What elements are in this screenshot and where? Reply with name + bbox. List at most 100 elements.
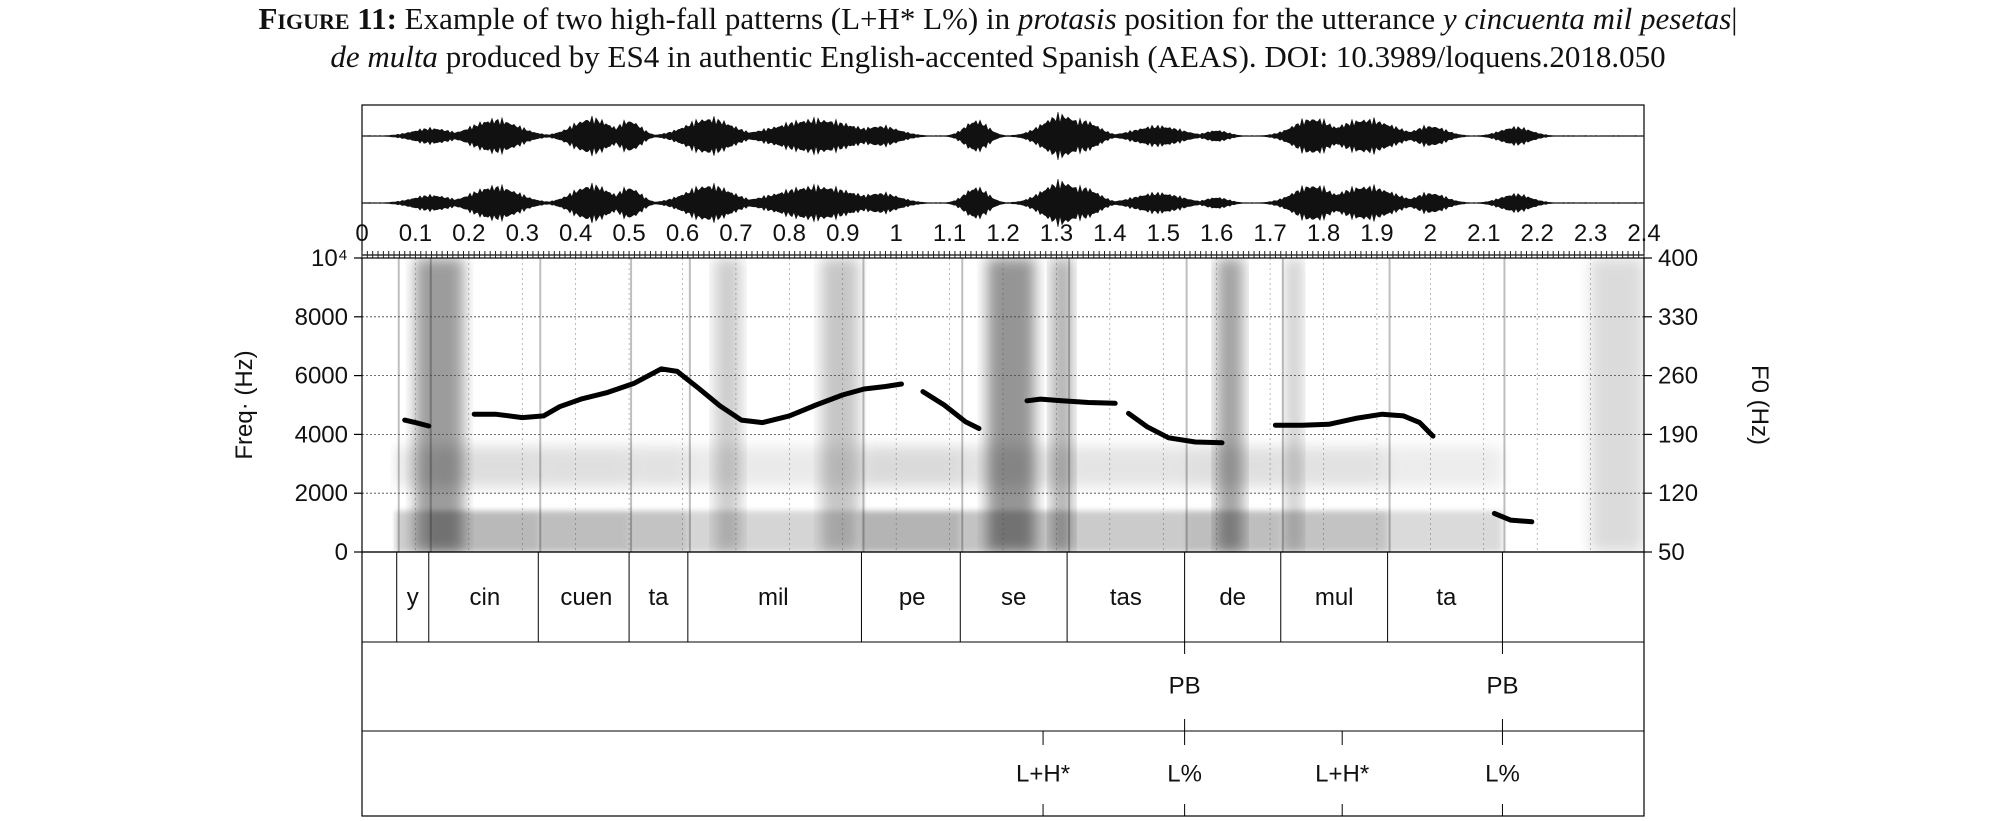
f0-tick-label: 400 [1658,245,1698,272]
f0-contour-segment [1024,396,1118,406]
caption-line-2: de multa produced by ES4 in authentic En… [0,38,1996,76]
time-tick-label: 2 [1424,220,1437,247]
time-tick-label: 2.4 [1627,220,1660,247]
spec-noise-column [1286,258,1303,552]
time-tick-label: 2.2 [1520,220,1553,247]
time-tick-label: 1.1 [933,220,966,247]
spec-formant-band [1067,446,1185,488]
syllable-label: tas [1110,584,1142,611]
spec-voicing-band [1067,510,1185,552]
spec-formant-band [1387,446,1503,488]
spec-formant-band [394,446,397,488]
syllable-label: ta [648,584,669,611]
spec-noise-column [986,258,1036,552]
caption-text-1a: Example of two high-fall patterns (L+H* … [396,1,1018,36]
f0-contour-segment [1491,510,1535,525]
caption-text-1c: position for the utterance [1116,1,1443,36]
time-axis: 0 0.1 0.2 0.3 0.4 0.5 0.6 0.7 0.8 0.9 1 1.1 1.2 1.3 1.… [355,220,1661,258]
syllable-label: se [1001,584,1026,611]
time-tick-label: 2.1 [1467,220,1500,247]
f0-contour-segment [1272,411,1436,439]
spec-voicing-band [394,510,397,552]
time-tick-label: 1 [889,220,902,247]
waveform-channel-1 [361,112,1645,160]
freq-tick-label: 8000 [295,304,348,331]
freq-tick-label: 2000 [295,480,348,507]
syllable-label: mul [1315,584,1354,611]
tone-label: L+H* [1016,761,1070,788]
syllable-label: de [1219,584,1246,611]
time-tick-label: 0 [355,220,368,247]
time-tick-label: 0.5 [612,220,645,247]
tone-label: L% [1167,761,1202,788]
spec-formant-band [629,446,688,488]
tone-label: L+H* [1315,761,1369,788]
spec-noise-column [1590,258,1644,552]
time-tick-label: 0.2 [452,220,485,247]
f0-tick-label: 50 [1658,539,1685,566]
f0-contour [402,366,1535,525]
time-tick-label: 0.1 [399,220,432,247]
break-label: PB [1169,673,1201,700]
time-tick-label: 0.7 [719,220,752,247]
spec-voicing-band [1387,510,1503,552]
f0-axis: 50 120 190 260 330 400 [1644,245,1698,566]
freq-tick-label: 4000 [295,421,348,448]
caption-italic-de-multa: de multa [330,39,438,74]
syllable-label: cuen [560,584,612,611]
spec-voicing-band [629,510,688,552]
syllable-label: ta [1436,584,1457,611]
freq-tick-label: 0 [335,539,348,566]
f0-tick-label: 190 [1658,421,1698,448]
spec-formant-band [861,446,961,488]
time-tick-label: 1.5 [1147,220,1180,247]
f0-contour-segment [1126,410,1225,446]
waveform-channel-2 [361,179,1645,227]
caption-line-1: Figure 11: Example of two high-fall patt… [0,0,1996,38]
time-tick-label: 0.4 [559,220,592,247]
f0-tick-label: 120 [1658,480,1698,507]
caption-boundary-bar: | [1731,1,1738,36]
figure-caption: Figure 11: Example of two high-fall patt… [0,0,1996,76]
f0-tick-label: 260 [1658,363,1698,390]
f0-contour-segment [920,389,982,431]
annotation-tiers: y cin cuen ta mil pe se tas de mul ta PB PB L+H* L% L+H… [361,551,1645,817]
time-tick-label: 1.8 [1307,220,1340,247]
tiers-frame [361,551,1645,817]
spec-formant-band [538,446,630,488]
time-tick-label: 1.9 [1360,220,1393,247]
time-tick-label: 1.3 [1040,220,1073,247]
time-tick-label: 1.6 [1200,220,1233,247]
spectrogram-grid [362,258,1644,552]
freq-axis: 0 2000 4000 6000 8000 10⁴ [295,245,362,566]
f0-contour-segment [471,366,904,426]
caption-text-2b: produced by ES4 in authentic English-acc… [437,39,1666,74]
caption-italic-protasis: protasis [1017,1,1117,36]
spectrogram [394,258,1644,552]
f0-tick-label: 330 [1658,304,1698,331]
time-tick-label: 1.4 [1093,220,1126,247]
caption-italic-utterance: y cincuenta mil pesetas [1442,1,1732,36]
freq-tick-label: 10⁴ [311,245,348,272]
time-tick-label: 0.6 [666,220,699,247]
syllable-label: cin [470,584,501,611]
tone-label: L% [1485,761,1520,788]
waveform-panel [361,104,1645,256]
syllable-label: mil [758,584,789,611]
figure-label: Figure 11: [258,1,397,36]
syllable-label: pe [899,584,926,611]
time-tick-label: 0.3 [506,220,539,247]
time-tick-label: 2.3 [1574,220,1607,247]
time-tick-label: 1.2 [986,220,1019,247]
break-label: PB [1486,673,1518,700]
spec-noise-column [821,258,859,552]
freq-axis-label: Freq· (Hz) [231,350,258,459]
spec-voicing-band [861,510,961,552]
f0-contour-segment [402,417,432,429]
time-tick-label: 1.7 [1253,220,1286,247]
spec-noise-column [1216,258,1244,552]
f0-axis-label: F0 (Hz) [1746,365,1773,445]
time-tick-label: 0.9 [826,220,859,247]
time-tick-label: 0.8 [773,220,806,247]
